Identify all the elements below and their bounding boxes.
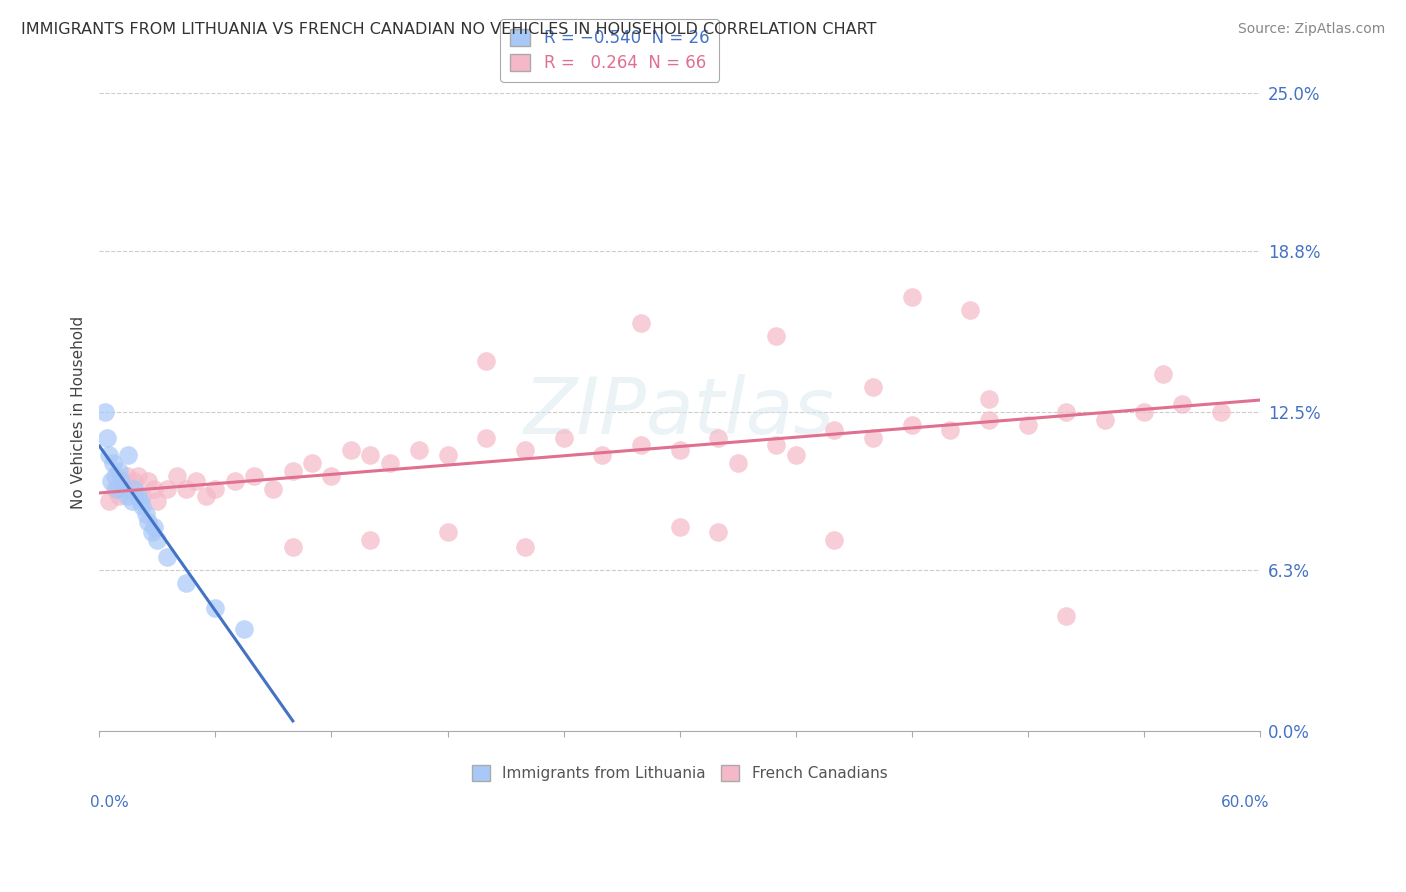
Point: [900, 417, 922, 432]
Point: [243, 468, 266, 483]
Text: Source: ZipAtlas.com: Source: ZipAtlas.com: [1237, 22, 1385, 37]
Point: [233, 622, 256, 636]
Point: [727, 456, 749, 470]
Text: 0.0%: 0.0%: [90, 795, 128, 810]
Point: [98, 494, 121, 508]
Point: [156, 550, 179, 565]
Point: [176, 482, 198, 496]
Point: [301, 456, 323, 470]
Point: [94, 405, 117, 419]
Point: [1152, 367, 1174, 381]
Point: [553, 431, 575, 445]
Point: [281, 541, 304, 555]
Point: [204, 482, 226, 496]
Point: [136, 474, 159, 488]
Point: [263, 482, 285, 496]
Point: [823, 423, 845, 437]
Text: IMMIGRANTS FROM LITHUANIA VS FRENCH CANADIAN NO VEHICLES IN HOUSEHOLD CORRELATIO: IMMIGRANTS FROM LITHUANIA VS FRENCH CANA…: [21, 22, 876, 37]
Point: [436, 449, 458, 463]
Point: [765, 438, 787, 452]
Point: [668, 443, 690, 458]
Point: [1132, 405, 1154, 419]
Point: [127, 489, 149, 503]
Point: [122, 482, 145, 496]
Point: [281, 464, 304, 478]
Point: [340, 443, 363, 458]
Point: [668, 520, 690, 534]
Point: [513, 443, 536, 458]
Point: [131, 500, 153, 514]
Text: ZIPatlas: ZIPatlas: [524, 374, 835, 450]
Point: [1094, 413, 1116, 427]
Point: [378, 456, 401, 470]
Point: [122, 474, 145, 488]
Point: [104, 468, 127, 483]
Point: [146, 494, 169, 508]
Point: [184, 474, 207, 488]
Point: [141, 524, 163, 539]
Point: [105, 482, 128, 496]
Point: [707, 431, 730, 445]
Point: [765, 328, 787, 343]
Point: [100, 474, 122, 488]
Point: [135, 507, 157, 521]
Point: [96, 431, 118, 445]
Point: [785, 449, 807, 463]
Point: [1209, 405, 1232, 419]
Point: [475, 431, 498, 445]
Point: [591, 449, 613, 463]
Point: [1171, 397, 1194, 411]
Point: [359, 449, 381, 463]
Point: [977, 413, 1000, 427]
Point: [111, 474, 134, 488]
Point: [862, 431, 884, 445]
Point: [194, 489, 217, 503]
Point: [630, 316, 652, 330]
Point: [129, 494, 152, 508]
Point: [1054, 405, 1077, 419]
Point: [127, 468, 149, 483]
Point: [823, 533, 845, 547]
Point: [111, 482, 134, 496]
Point: [224, 474, 246, 488]
Point: [156, 482, 179, 496]
Point: [98, 449, 121, 463]
Point: [204, 601, 226, 615]
Text: 60.0%: 60.0%: [1220, 795, 1270, 810]
Point: [131, 489, 153, 503]
Point: [115, 468, 138, 483]
Point: [900, 290, 922, 304]
Point: [475, 354, 498, 368]
Point: [630, 438, 652, 452]
Point: [142, 520, 165, 534]
Point: [166, 468, 188, 483]
Point: [408, 443, 430, 458]
Point: [104, 482, 127, 496]
Point: [862, 379, 884, 393]
Point: [977, 392, 1000, 407]
Legend: Immigrants from Lithuania, French Canadians: Immigrants from Lithuania, French Canadi…: [465, 759, 894, 787]
Point: [146, 533, 169, 547]
Point: [101, 456, 124, 470]
Point: [959, 303, 981, 318]
Point: [436, 524, 458, 539]
Point: [939, 423, 962, 437]
Point: [136, 515, 159, 529]
Point: [120, 482, 142, 496]
Point: [1017, 417, 1039, 432]
Point: [110, 474, 132, 488]
Point: [1054, 609, 1077, 624]
Point: [707, 524, 730, 539]
Point: [142, 482, 165, 496]
Point: [513, 541, 536, 555]
Point: [176, 576, 198, 591]
Point: [107, 464, 129, 478]
Point: [107, 489, 129, 503]
Point: [115, 489, 138, 503]
Point: [321, 468, 343, 483]
Y-axis label: No Vehicles in Household: No Vehicles in Household: [72, 316, 86, 508]
Point: [121, 494, 143, 508]
Point: [359, 533, 381, 547]
Point: [117, 449, 139, 463]
